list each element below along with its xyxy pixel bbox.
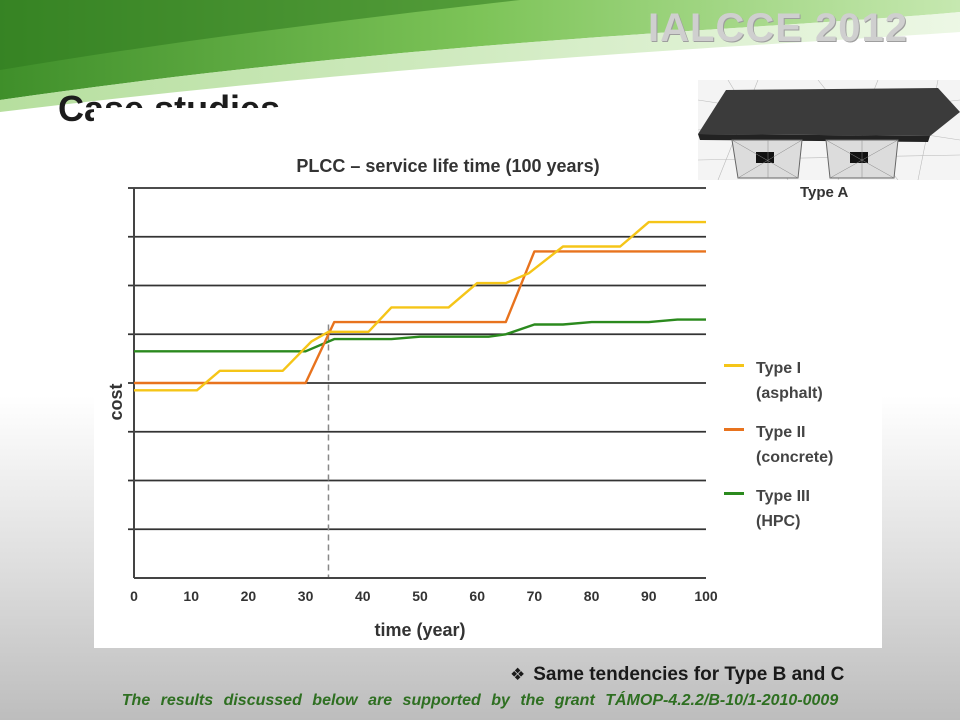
legend-item-type-iii: Type III (HPC) <box>724 484 874 548</box>
x-axis-label: time (year) <box>374 620 465 640</box>
diamond-bullet-icon: ❖ <box>510 665 526 684</box>
bridge-cross-section-icon <box>698 80 960 180</box>
x-tick-labels: 0 10 20 30 40 50 60 70 80 90 100 <box>130 588 718 604</box>
x-tick-label-90: 90 <box>641 588 657 604</box>
tendency-text: Same tendencies for Type B and C <box>533 664 845 685</box>
bridge-type-label: Type A <box>800 184 849 201</box>
x-tick-label-40: 40 <box>355 588 371 604</box>
header-swoosh <box>0 0 960 112</box>
y-axis-label: cost <box>106 383 126 420</box>
legend-swatch-type-i <box>724 364 744 367</box>
legend-swatch-type-ii <box>724 428 744 431</box>
x-tick-label-70: 70 <box>527 588 543 604</box>
legend-swatch-type-iii <box>724 492 744 495</box>
chart-legend: Type I (asphalt) Type II (concrete) Type… <box>724 356 874 548</box>
legend-item-type-i: Type I (asphalt) <box>724 356 874 420</box>
x-tick-label-10: 10 <box>183 588 199 604</box>
series-line-1 <box>134 220 706 392</box>
chart-panel: PLCC – service life time (100 years) 0 10… <box>94 108 882 648</box>
x-tick-label-80: 80 <box>584 588 600 604</box>
chart-title: PLCC – service life time (100 years) <box>296 156 599 176</box>
series-line-2 <box>134 250 706 385</box>
data-series <box>134 220 706 392</box>
series-line-3 <box>134 318 706 353</box>
conference-title: IALCCE 2012 <box>648 6 908 50</box>
legend-label-type-iii: Type III (HPC) <box>756 488 810 530</box>
x-tick-label-50: 50 <box>412 588 428 604</box>
grant-footer: The results discussed below are supporte… <box>121 692 839 709</box>
legend-label-type-ii: Type II (concrete) <box>756 424 834 466</box>
x-tick-label-60: 60 <box>469 588 485 604</box>
x-tick-label-100: 100 <box>694 588 718 604</box>
x-tick-label-0: 0 <box>130 588 138 604</box>
tendency-note: ❖ Same tendencies for Type B and C <box>510 664 844 686</box>
x-tick-label-30: 30 <box>298 588 314 604</box>
legend-item-type-ii: Type II (concrete) <box>724 420 874 484</box>
x-tick-label-20: 20 <box>241 588 257 604</box>
cost-chart: PLCC – service life time (100 years) 0 10… <box>106 156 718 640</box>
legend-label-type-i: Type I (asphalt) <box>756 360 823 402</box>
